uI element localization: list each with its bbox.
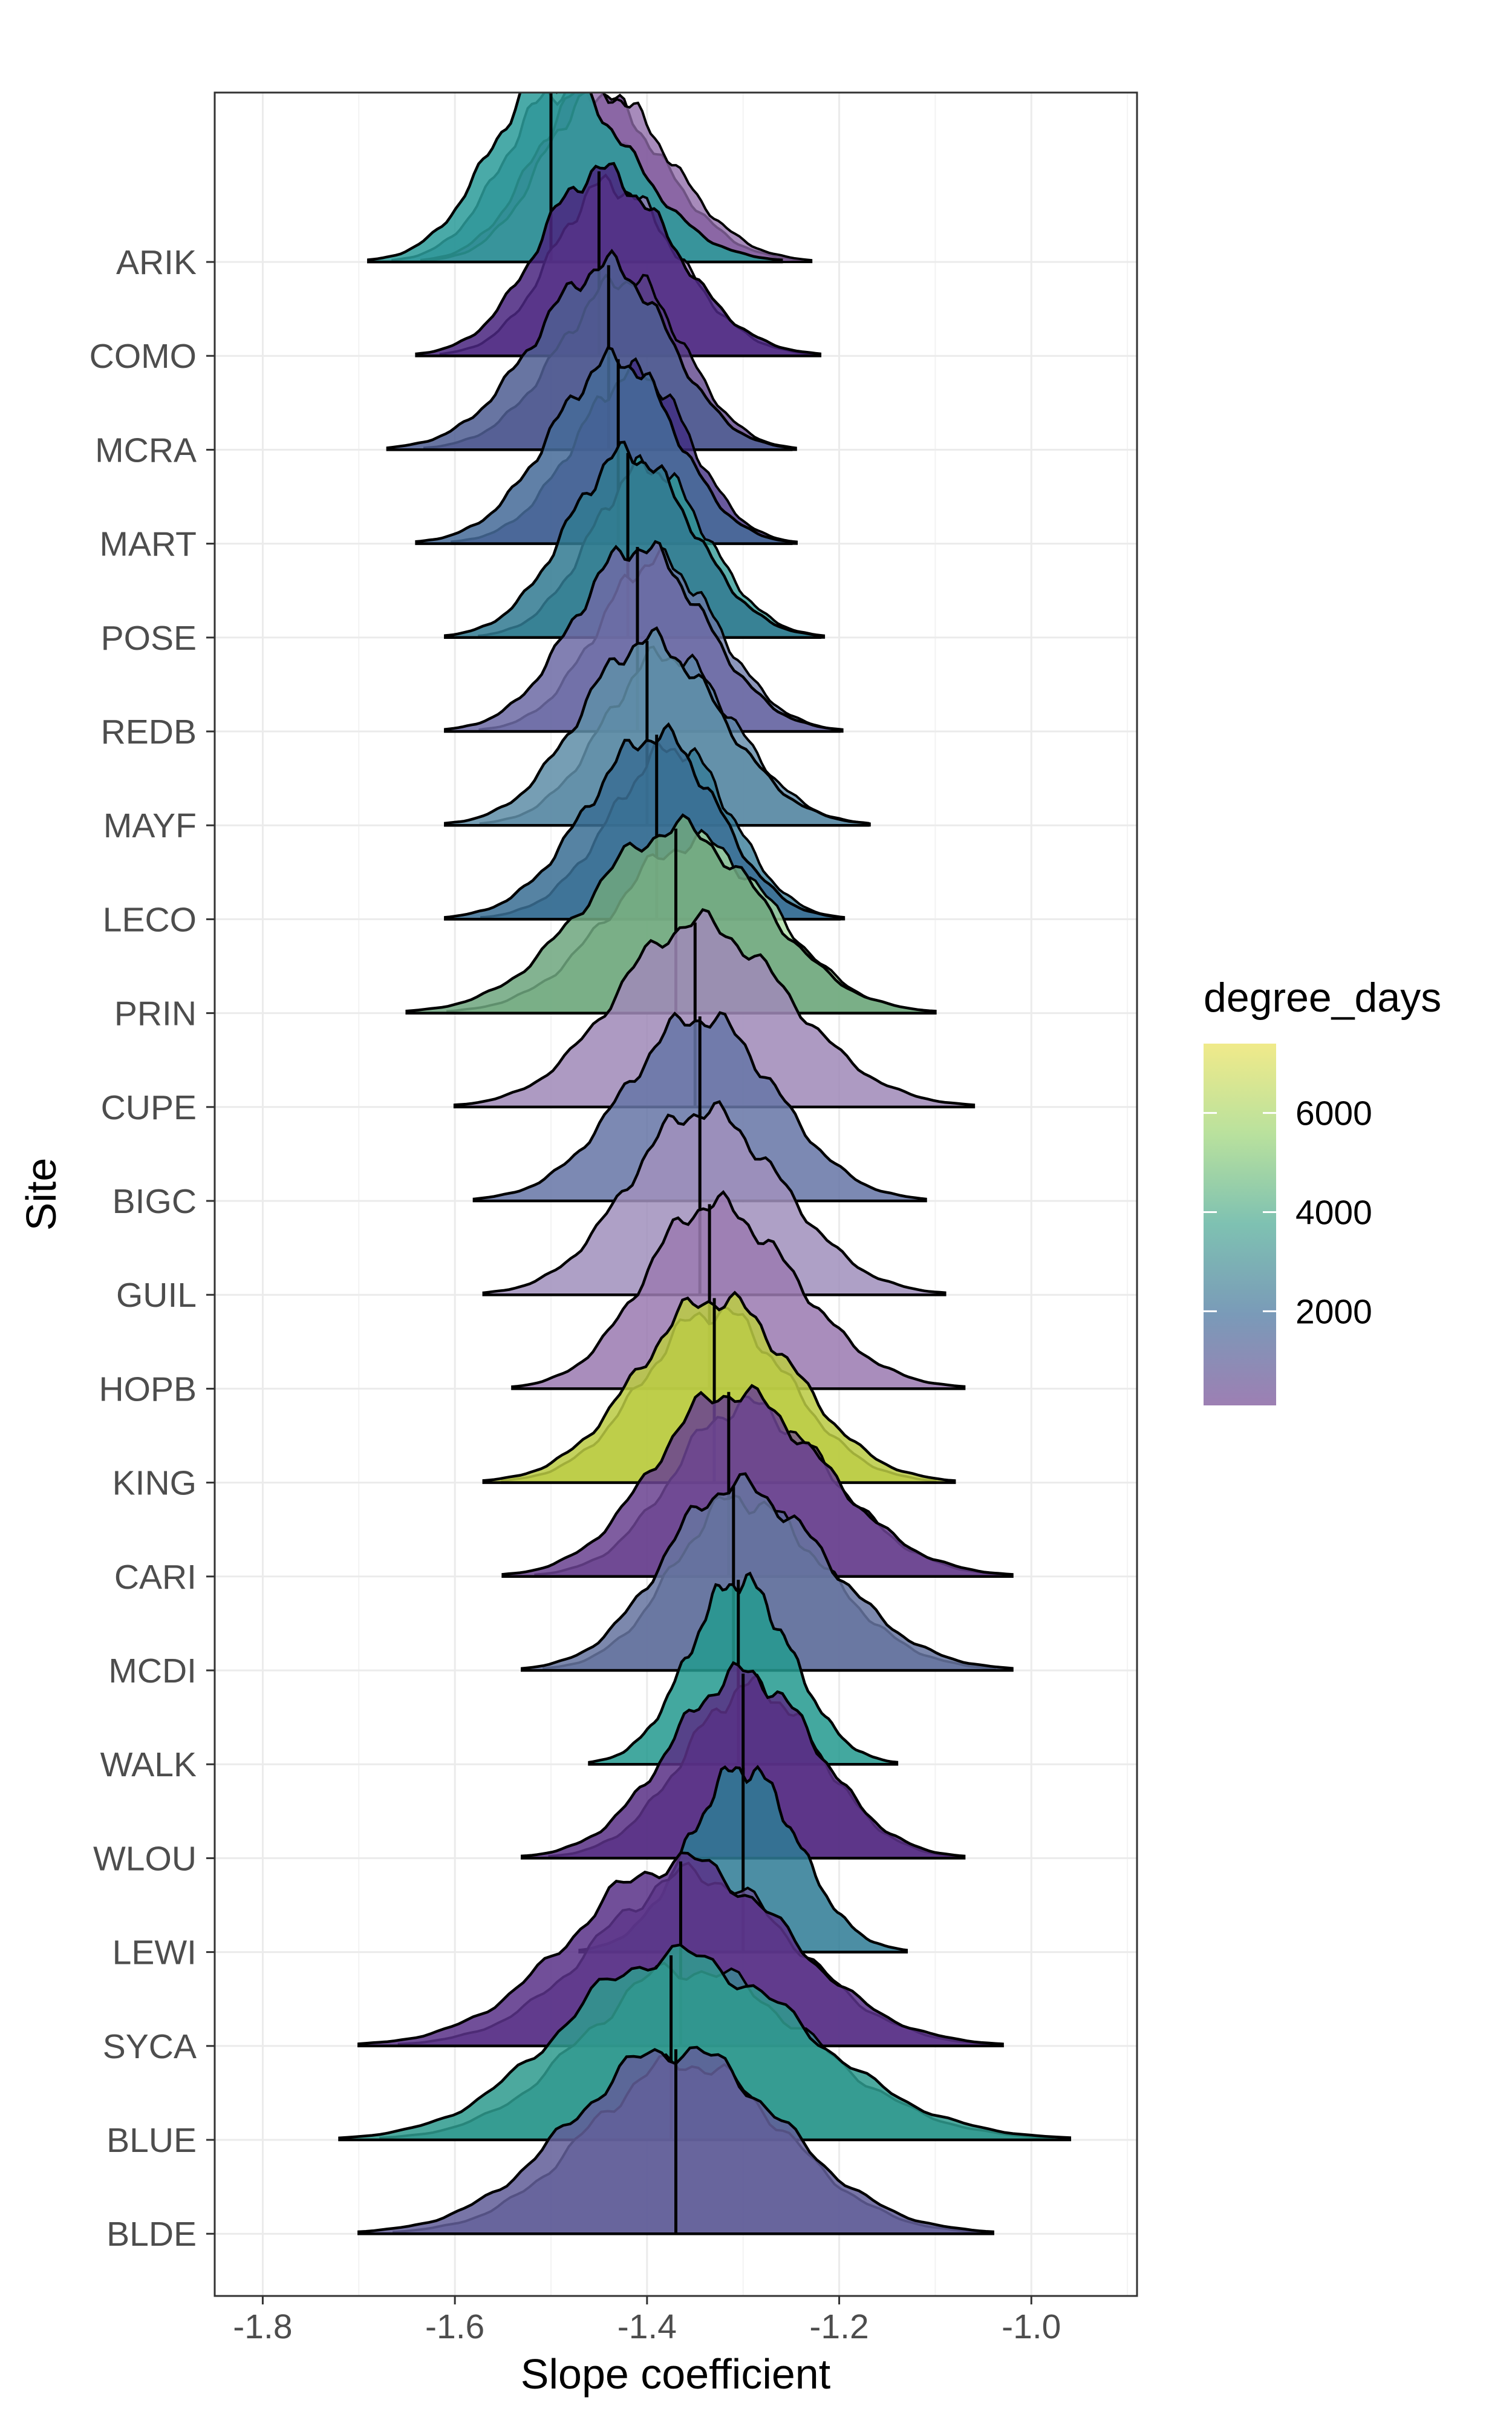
y-tick-label: BLDE	[106, 2215, 197, 2254]
ridge-density-mart	[415, 346, 793, 545]
ridge-density-redb	[444, 540, 841, 733]
x-tick-label: -1.8	[233, 2307, 292, 2346]
legend-title: degree_days	[1204, 975, 1441, 1021]
x-axis: -1.8 -1.6 -1.4 -1.2 -1.0	[233, 2296, 1061, 2346]
y-tick-label: BLUE	[106, 2121, 197, 2160]
y-tick-label: WLOU	[93, 1839, 197, 1878]
ridge-mcdi	[521, 1472, 1014, 1672]
y-tick-label: MAYF	[103, 806, 197, 845]
y-tick-label: COMO	[90, 337, 197, 376]
y-tick-label: HOPB	[99, 1370, 197, 1408]
ridge-density-mcdi	[521, 1472, 1014, 1672]
legend-tick-label: 6000	[1295, 1094, 1372, 1133]
ridge-density-mayf	[444, 626, 870, 827]
y-tick-label: POSE	[101, 619, 197, 658]
y-tick-label: SYCA	[103, 2027, 197, 2066]
y-tick-label: MCDI	[108, 1652, 197, 1690]
legend-ticks: 2000 4000 6000	[1204, 1094, 1372, 1331]
y-axis-title: Site	[18, 1158, 65, 1231]
ridge-density-blue	[338, 1943, 1072, 2142]
y-tick-label: REDB	[101, 713, 197, 751]
ridge-density-prin	[405, 813, 937, 1015]
ridge-wlou	[521, 1661, 966, 1860]
ridges	[338, 93, 1072, 2235]
ridge-density-cari	[501, 1384, 1014, 1578]
legend: degree_days 2000 4000 6000	[1204, 975, 1441, 1405]
y-tick-label: LEWI	[112, 1934, 197, 1972]
ridge-density-arik	[367, 93, 783, 264]
y-axis: ARIK COMO MCRA MART POSE REDB MAYF LECO PRIN CUPE…	[90, 243, 215, 2254]
x-axis-title: Slope coefficient	[521, 2350, 830, 2398]
y-tick-label: CUPE	[101, 1088, 197, 1127]
y-tick-label: LECO	[103, 900, 197, 939]
x-tick-label: -1.0	[1002, 2307, 1061, 2346]
ridge-density-cupe	[453, 907, 976, 1109]
x-tick-label: -1.6	[425, 2307, 484, 2346]
ridge-blue	[338, 1943, 1072, 2142]
x-tick-label: -1.4	[618, 2307, 677, 2346]
y-tick-label: KING	[112, 1464, 197, 1503]
x-tick-label: -1.2	[809, 2307, 868, 2346]
y-tick-label: ARIK	[116, 243, 197, 282]
ridge-density-guil	[482, 1100, 947, 1297]
legend-colorbar	[1204, 1044, 1276, 1405]
ridge-density-pose	[444, 440, 822, 639]
ridge-prin	[405, 813, 937, 1015]
y-tick-label: MCRA	[95, 431, 197, 469]
y-tick-label: CARI	[114, 1558, 197, 1597]
y-tick-label: PRIN	[114, 995, 197, 1033]
legend-tick-label: 2000	[1295, 1292, 1372, 1331]
y-tick-label: MART	[100, 525, 197, 564]
y-tick-label: BIGC	[112, 1182, 197, 1221]
y-tick-label: WALK	[100, 1745, 197, 1784]
ridge-density-king	[482, 1290, 956, 1484]
legend-tick-label: 4000	[1295, 1194, 1372, 1232]
ridge-density-hopb	[511, 1190, 966, 1390]
ridge-density-mcra	[386, 249, 793, 451]
ridge-king	[482, 1290, 956, 1484]
y-tick-label: GUIL	[116, 1276, 197, 1315]
plot-border	[213, 91, 1138, 2297]
ridge-blde	[357, 2045, 994, 2235]
